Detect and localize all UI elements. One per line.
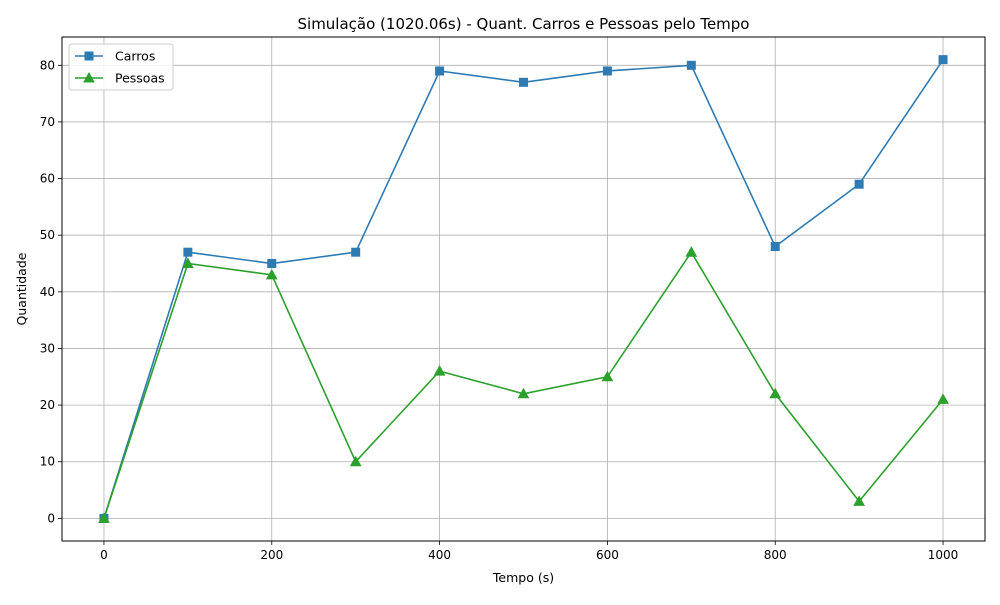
- y-tick-label: 20: [40, 398, 55, 412]
- legend-marker-carros: [84, 51, 94, 61]
- data-point-carros: [435, 66, 445, 76]
- y-tick-label: 40: [40, 285, 55, 299]
- data-point-carros: [686, 60, 696, 70]
- series-line-carros: [103, 59, 944, 519]
- x-tick-label: 800: [764, 548, 787, 562]
- legend-label-carros: Carros: [115, 49, 155, 64]
- x-axis-label: Tempo (s): [492, 570, 554, 585]
- data-point-pessoas: [265, 268, 278, 280]
- series-pessoas: [98, 246, 949, 523]
- data-point-pessoas: [517, 387, 530, 399]
- y-tick-label: 0: [47, 511, 55, 525]
- series-layer: [98, 55, 949, 523]
- y-tick-label: 70: [40, 115, 55, 129]
- y-tick-label: 80: [40, 58, 55, 72]
- data-point-carros: [519, 77, 528, 87]
- plot-frame: [61, 36, 986, 542]
- data-point-carros: [938, 55, 948, 65]
- chart-title: Simulação (1020.06s) - Quant. Carros e P…: [298, 15, 750, 33]
- data-point-carros: [351, 247, 361, 257]
- data-point-pessoas: [601, 370, 614, 382]
- x-tick-label: 0: [100, 548, 108, 562]
- x-tick-label: 200: [260, 548, 283, 562]
- y-axis-label: Quantidade: [14, 252, 29, 325]
- y-tick-label: 10: [40, 455, 55, 469]
- data-point-carros: [183, 247, 193, 257]
- ticks: 0 200 400 600 800 1000 0 10 20 30 40 50 60 70 80: [40, 58, 959, 562]
- x-tick-label: 1000: [928, 548, 959, 562]
- data-point-pessoas: [937, 393, 949, 404]
- y-tick-label: 30: [40, 341, 55, 355]
- data-point-pessoas: [349, 455, 362, 467]
- data-point-pessoas: [853, 495, 865, 506]
- y-tick-label: 50: [40, 228, 55, 242]
- data-point-carros: [267, 259, 277, 269]
- grid: [62, 37, 985, 541]
- data-point-pessoas: [433, 365, 446, 376]
- x-tick-label: 600: [596, 548, 619, 562]
- legend-label-pessoas: Pessoas: [115, 71, 165, 86]
- legend-marker-pessoas: [83, 71, 95, 83]
- data-point-pessoas: [685, 246, 698, 257]
- data-point-pessoas: [98, 512, 110, 523]
- data-point-carros: [854, 179, 864, 189]
- legend: Carros Pessoas: [68, 43, 174, 91]
- x-tick-label: 400: [428, 548, 451, 562]
- y-tick-label: 60: [40, 172, 55, 186]
- data-point-pessoas: [769, 387, 782, 399]
- data-point-pessoas: [182, 257, 194, 269]
- data-point-carros: [770, 242, 780, 252]
- data-point-carros: [602, 66, 612, 76]
